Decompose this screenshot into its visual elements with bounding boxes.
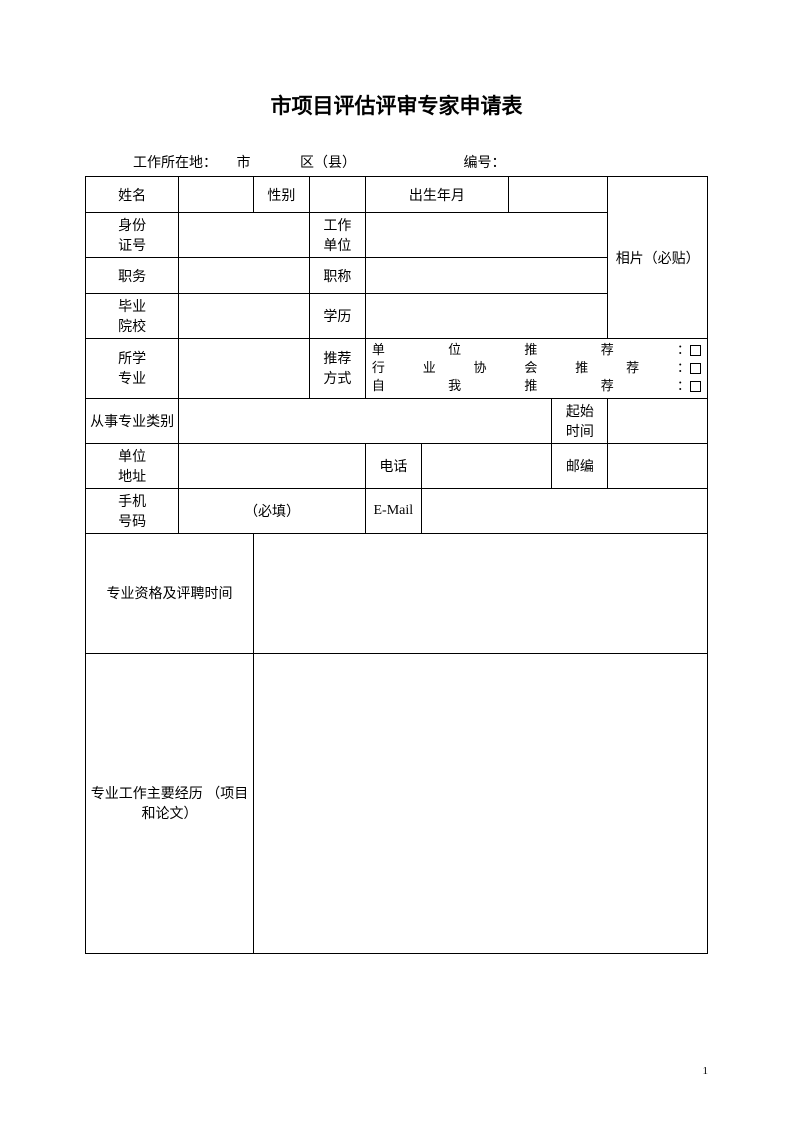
field-history[interactable]: [253, 653, 707, 953]
recommend-options[interactable]: 单位推荐： 行业协会推荐： 自我推荐：: [365, 339, 707, 399]
field-mobile[interactable]: （必填）: [179, 488, 366, 533]
application-form: 姓名 性别 出生年月 相片（必贴） 身份证号 工作单位 职务 职称 毕业院校 学…: [85, 176, 708, 954]
label-qual: 专业资格及评聘时间: [86, 533, 254, 653]
label-address: 单位地址: [86, 443, 179, 488]
field-education[interactable]: [365, 294, 608, 339]
label-title: 职称: [309, 258, 365, 294]
field-birth[interactable]: [508, 177, 608, 213]
checkbox-icon[interactable]: [690, 345, 701, 356]
label-position: 职务: [86, 258, 179, 294]
loc-district: 区（县）: [300, 152, 460, 172]
label-workunit: 工作单位: [309, 213, 365, 258]
label-education: 学历: [309, 294, 365, 339]
field-title[interactable]: [365, 258, 608, 294]
number-label: 编号：: [464, 152, 506, 172]
field-postcode[interactable]: [608, 443, 708, 488]
label-mobile: 手机号码: [86, 488, 179, 533]
field-address[interactable]: [179, 443, 366, 488]
label-email: E-Mail: [365, 488, 421, 533]
label-major: 所学专业: [86, 339, 179, 399]
loc-prefix: 工作所在地：: [133, 152, 233, 172]
label-gender: 性别: [253, 177, 309, 213]
field-starttime[interactable]: [608, 398, 708, 443]
label-recommend: 推荐方式: [309, 339, 365, 399]
photo-cell[interactable]: 相片（必贴）: [608, 177, 708, 339]
label-starttime: 起始时间: [552, 398, 608, 443]
field-workunit[interactable]: [365, 213, 608, 258]
loc-city: 市: [237, 152, 297, 172]
label-phone: 电话: [365, 443, 421, 488]
page-title: 市项目评估评审专家申请表: [85, 90, 708, 120]
label-history: 专业工作主要经历 （项目和论文）: [86, 653, 254, 953]
label-id: 身份证号: [86, 213, 179, 258]
header-line: 工作所在地： 市 区（县） 编号：: [85, 152, 708, 172]
label-birth: 出生年月: [365, 177, 508, 213]
field-major[interactable]: [179, 339, 310, 399]
field-gender[interactable]: [309, 177, 365, 213]
page-number: 1: [703, 1065, 709, 1077]
field-qual[interactable]: [253, 533, 707, 653]
label-specialty: 从事专业类别: [86, 398, 179, 443]
field-name[interactable]: [179, 177, 254, 213]
label-name: 姓名: [86, 177, 179, 213]
field-specialty[interactable]: [179, 398, 552, 443]
field-school[interactable]: [179, 294, 310, 339]
label-school: 毕业院校: [86, 294, 179, 339]
field-phone[interactable]: [421, 443, 552, 488]
label-postcode: 邮编: [552, 443, 608, 488]
checkbox-icon[interactable]: [690, 363, 701, 374]
field-position[interactable]: [179, 258, 310, 294]
checkbox-icon[interactable]: [690, 381, 701, 392]
field-id[interactable]: [179, 213, 310, 258]
field-email[interactable]: [421, 488, 707, 533]
